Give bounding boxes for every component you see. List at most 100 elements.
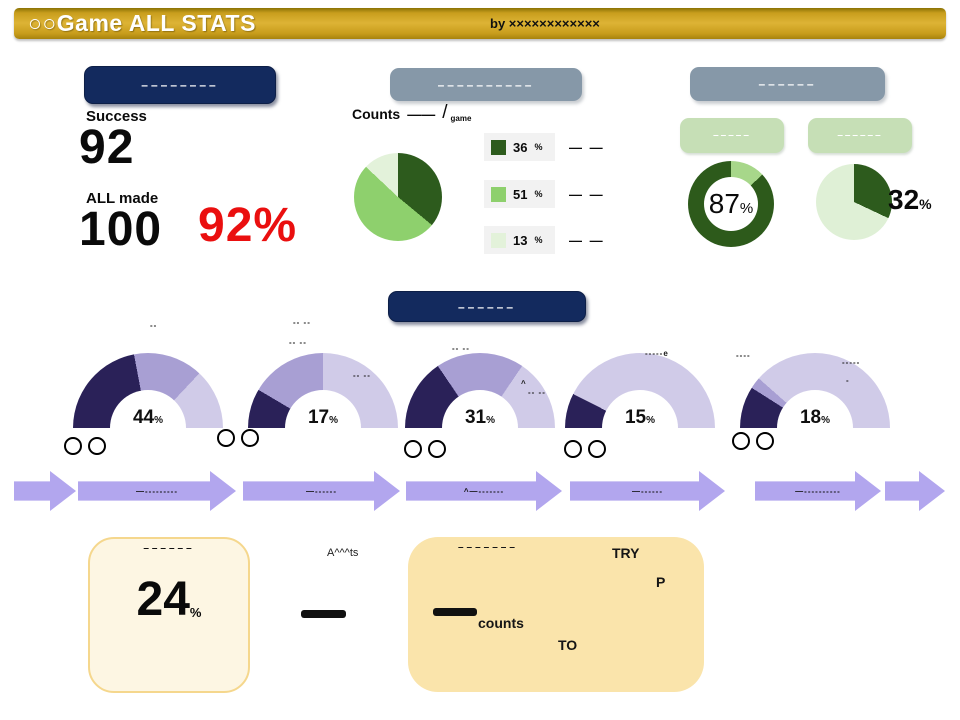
gauge-value-label: 15%: [565, 407, 715, 429]
byline: by ××××××××××××: [490, 16, 600, 31]
card-value-label: 24 %: [137, 576, 202, 624]
legend-item: 13 % — —: [484, 226, 605, 254]
circle-icon: [88, 437, 106, 455]
rates-section-badge: ––––––: [690, 67, 885, 101]
legend-value: 13: [513, 232, 528, 248]
gauge-chart-4: 15%: [565, 353, 715, 429]
flow-arrow: ^—-------: [406, 471, 562, 511]
rate-donut-chart: 87 %: [688, 161, 774, 247]
legend-color-dark-green: [491, 139, 506, 155]
oo-marker: [64, 437, 106, 455]
circle-icon: [564, 440, 582, 458]
success-section-badge-label: ––––––––: [141, 78, 219, 92]
counts-word-label: counts: [478, 615, 524, 631]
percent-sign: %: [919, 196, 932, 212]
legend-swatch-row: 51 %: [484, 180, 555, 208]
circle-icon: [756, 432, 774, 450]
percent-sign: %: [154, 415, 164, 426]
arrow-label: —------: [632, 486, 663, 496]
circle-icon: [732, 432, 750, 450]
legend-item: 36 % — —: [484, 133, 605, 161]
rate-sub-badge-left-label: –––––: [713, 130, 751, 141]
legend-color-mid-green: [491, 186, 506, 202]
counts-slash: /: [442, 102, 448, 123]
percent-sign: %: [739, 199, 754, 217]
gauge-value-label: 44%: [73, 407, 223, 429]
gauge-annotation: -- --: [289, 338, 307, 347]
attempts-annotation: A^^^ts: [327, 547, 359, 559]
legend-redaction: — —: [569, 186, 605, 202]
oo-marker: [732, 432, 774, 450]
percent-sign: %: [821, 415, 831, 426]
card-redaction: ––––––: [143, 543, 195, 554]
arrow-label: —----------: [795, 486, 841, 496]
percent-sign: %: [534, 189, 543, 199]
percent-sign: %: [189, 605, 202, 620]
gauge-annotation: -- --: [293, 318, 311, 327]
circle-icon: [428, 440, 446, 458]
success-section-badge: ––––––––: [84, 66, 276, 104]
flow-arrow: —---------: [78, 471, 236, 511]
gauge-value: 31: [464, 407, 487, 428]
circle-icon: [217, 429, 235, 447]
legend-redaction: — —: [569, 232, 605, 248]
oo-marker: [217, 429, 259, 447]
success-label: Success: [86, 108, 147, 125]
rate-sub-badge-right: ––––––: [808, 118, 912, 153]
percent-sign: %: [534, 235, 543, 245]
to-label: TO: [558, 637, 578, 653]
redaction-bar: [301, 610, 346, 618]
rate-pie-value: 32: [888, 184, 920, 215]
all-made-value: 100: [79, 203, 163, 256]
gauge-value: 17: [307, 407, 330, 428]
gauge-value-label: 18%: [740, 407, 890, 429]
arrow-label: ^—-------: [463, 486, 505, 496]
counts-per-game: Counts —— / game: [352, 102, 471, 123]
legend-color-light-green: [491, 232, 506, 248]
gauge-chart-1: 44%: [73, 353, 223, 429]
gauge-section-badge-label: ––––––: [457, 299, 517, 314]
rate-pie-chart: [816, 164, 892, 240]
card-value: 24: [136, 573, 190, 626]
gauge-value: 15: [624, 407, 647, 428]
counts-section-badge-label: ––––––––––: [437, 77, 535, 92]
oo-marker: [564, 440, 606, 458]
gauge-annotation: -- --: [452, 344, 470, 353]
legend-redaction: — —: [569, 139, 605, 155]
percent-sign: %: [486, 415, 496, 426]
oo-marker: [404, 440, 446, 458]
rate-sub-badge-left: –––––: [680, 118, 784, 153]
gauge-value-label: 17%: [248, 407, 398, 429]
circle-icon: [588, 440, 606, 458]
gauge-annotation: ----: [736, 351, 751, 360]
gauge-annotation: -- --: [528, 388, 546, 397]
rate-donut-label: 87 %: [688, 161, 774, 247]
counts-pie-chart: [354, 153, 442, 241]
gauge-value: 18: [799, 407, 822, 428]
gauge-annotation: -----e: [645, 349, 669, 358]
arrow-label: —---------: [136, 486, 178, 496]
try-label: TRY: [612, 545, 640, 561]
gauge-value-label: 31%: [405, 407, 555, 429]
success-rate-value: 92%: [198, 199, 298, 252]
rate-pie-label: 32%: [888, 184, 932, 216]
stat-card-24: –––––– 24 %: [88, 537, 250, 693]
legend-swatch-row: 36 %: [484, 133, 555, 161]
rate-donut-value: 87: [708, 188, 740, 219]
header-bar: ○○Game ALL STATS by ××××××××××××: [14, 8, 946, 39]
circle-icon: [241, 429, 259, 447]
counts-value: ——: [407, 106, 436, 122]
flow-arrow: —------: [243, 471, 400, 511]
counts-section-badge: ––––––––––: [390, 68, 582, 101]
legend-value: 51: [513, 186, 528, 202]
rate-sub-badge-right-label: ––––––: [837, 130, 883, 141]
percent-sign: %: [329, 415, 339, 426]
notes-card: ––––––– TRY P counts TO: [408, 537, 704, 692]
gauge-value: 44: [132, 407, 155, 428]
success-value: 92: [79, 121, 135, 174]
rates-section-badge-label: ––––––: [758, 77, 817, 91]
legend-item: 51 % — —: [484, 180, 605, 208]
arrow-label: —------: [306, 486, 337, 496]
flow-arrow: —----------: [755, 471, 881, 511]
